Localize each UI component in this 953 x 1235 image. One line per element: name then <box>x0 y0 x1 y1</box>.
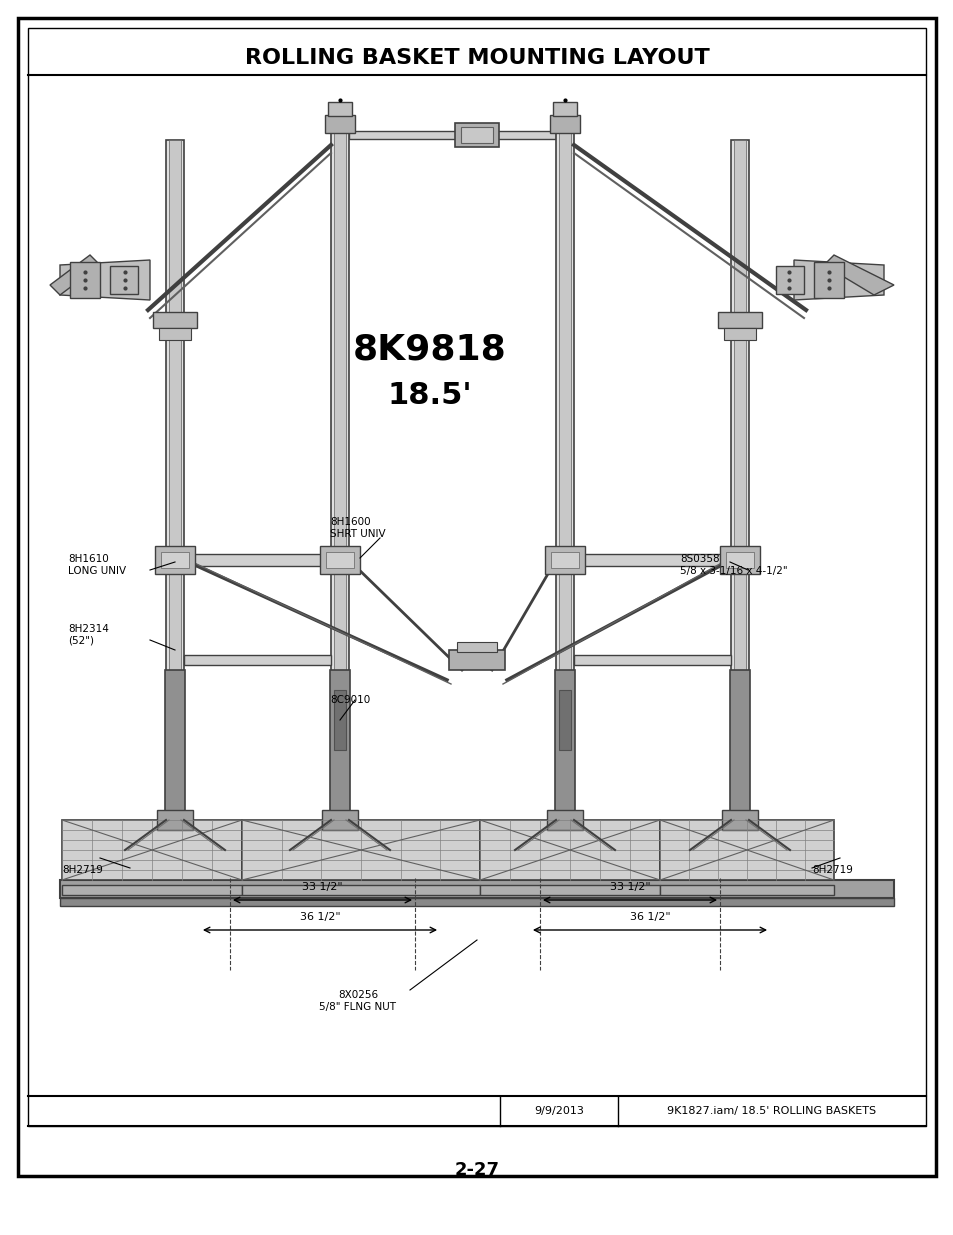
Bar <box>546 810 582 830</box>
Bar <box>326 552 354 568</box>
Bar <box>70 262 100 298</box>
Bar <box>319 546 359 574</box>
Bar <box>161 552 189 568</box>
Bar <box>574 555 730 566</box>
Bar <box>184 555 331 566</box>
Bar <box>720 546 760 574</box>
Text: 8H2314
(52"): 8H2314 (52") <box>68 624 109 646</box>
Text: 9/9/2013: 9/9/2013 <box>534 1107 583 1116</box>
Text: 2-27: 2-27 <box>454 1161 499 1179</box>
Bar <box>550 115 579 133</box>
Bar <box>154 546 194 574</box>
Bar <box>242 820 479 881</box>
Text: 8C9010: 8C9010 <box>330 695 370 705</box>
Bar <box>553 103 577 116</box>
Bar <box>28 28 925 1126</box>
Text: ROLLING BASKET MOUNTING LAYOUT: ROLLING BASKET MOUNTING LAYOUT <box>244 48 709 68</box>
Bar <box>721 810 758 830</box>
Text: 8H1600
SHRT UNIV: 8H1600 SHRT UNIV <box>330 517 385 538</box>
Text: 9K1827.iam/ 18.5' ROLLING BASKETS: 9K1827.iam/ 18.5' ROLLING BASKETS <box>667 1107 876 1116</box>
Bar <box>322 810 357 830</box>
Bar <box>60 898 893 906</box>
Bar <box>729 671 749 820</box>
Bar <box>331 130 349 830</box>
Bar <box>152 312 196 329</box>
Bar <box>169 140 181 830</box>
Text: 8H2719: 8H2719 <box>811 864 852 876</box>
Bar <box>325 115 355 133</box>
Bar <box>60 881 893 898</box>
Bar <box>334 130 346 830</box>
Bar <box>558 130 571 830</box>
Bar <box>62 885 242 895</box>
Text: 8X0256
5/8" FLNG NUT: 8X0256 5/8" FLNG NUT <box>319 990 396 1011</box>
Text: 8H1610
LONG UNIV: 8H1610 LONG UNIV <box>68 555 126 576</box>
Polygon shape <box>50 254 100 295</box>
Text: 8S0358
5/8 x 3-1/16 x 4-1/2": 8S0358 5/8 x 3-1/16 x 4-1/2" <box>679 555 787 576</box>
Bar <box>242 885 479 895</box>
Bar <box>455 124 498 147</box>
Bar <box>574 655 730 664</box>
Bar <box>349 131 556 140</box>
Bar <box>449 650 504 671</box>
Bar <box>723 329 755 340</box>
Text: 18.5': 18.5' <box>387 380 472 410</box>
Bar <box>110 266 138 294</box>
Bar <box>157 810 193 830</box>
Bar <box>544 546 584 574</box>
Bar <box>775 266 803 294</box>
Bar <box>460 127 493 143</box>
Text: 33 1/2": 33 1/2" <box>301 882 342 892</box>
Bar <box>184 655 331 664</box>
Bar <box>551 552 578 568</box>
Bar <box>659 820 833 881</box>
Bar <box>479 885 659 895</box>
Bar <box>62 820 242 881</box>
Bar <box>166 140 184 830</box>
Bar <box>556 130 574 830</box>
Bar <box>555 671 575 820</box>
Bar <box>659 885 833 895</box>
Polygon shape <box>823 254 893 295</box>
Text: 36 1/2": 36 1/2" <box>629 911 670 923</box>
Polygon shape <box>793 261 883 300</box>
Bar <box>328 103 352 116</box>
Bar <box>330 671 350 820</box>
Bar <box>725 552 753 568</box>
Bar <box>334 690 346 750</box>
Text: 8H2719: 8H2719 <box>62 864 103 876</box>
Bar <box>159 329 191 340</box>
Bar <box>165 671 185 820</box>
Text: 33 1/2": 33 1/2" <box>609 882 650 892</box>
Bar <box>730 140 748 830</box>
Bar <box>479 820 659 881</box>
Bar <box>733 140 745 830</box>
Text: 8K9818: 8K9818 <box>353 333 506 367</box>
Bar <box>813 262 843 298</box>
Bar <box>456 642 497 652</box>
Bar <box>558 690 571 750</box>
Polygon shape <box>60 261 150 300</box>
Text: 36 1/2": 36 1/2" <box>299 911 340 923</box>
Bar <box>718 312 761 329</box>
